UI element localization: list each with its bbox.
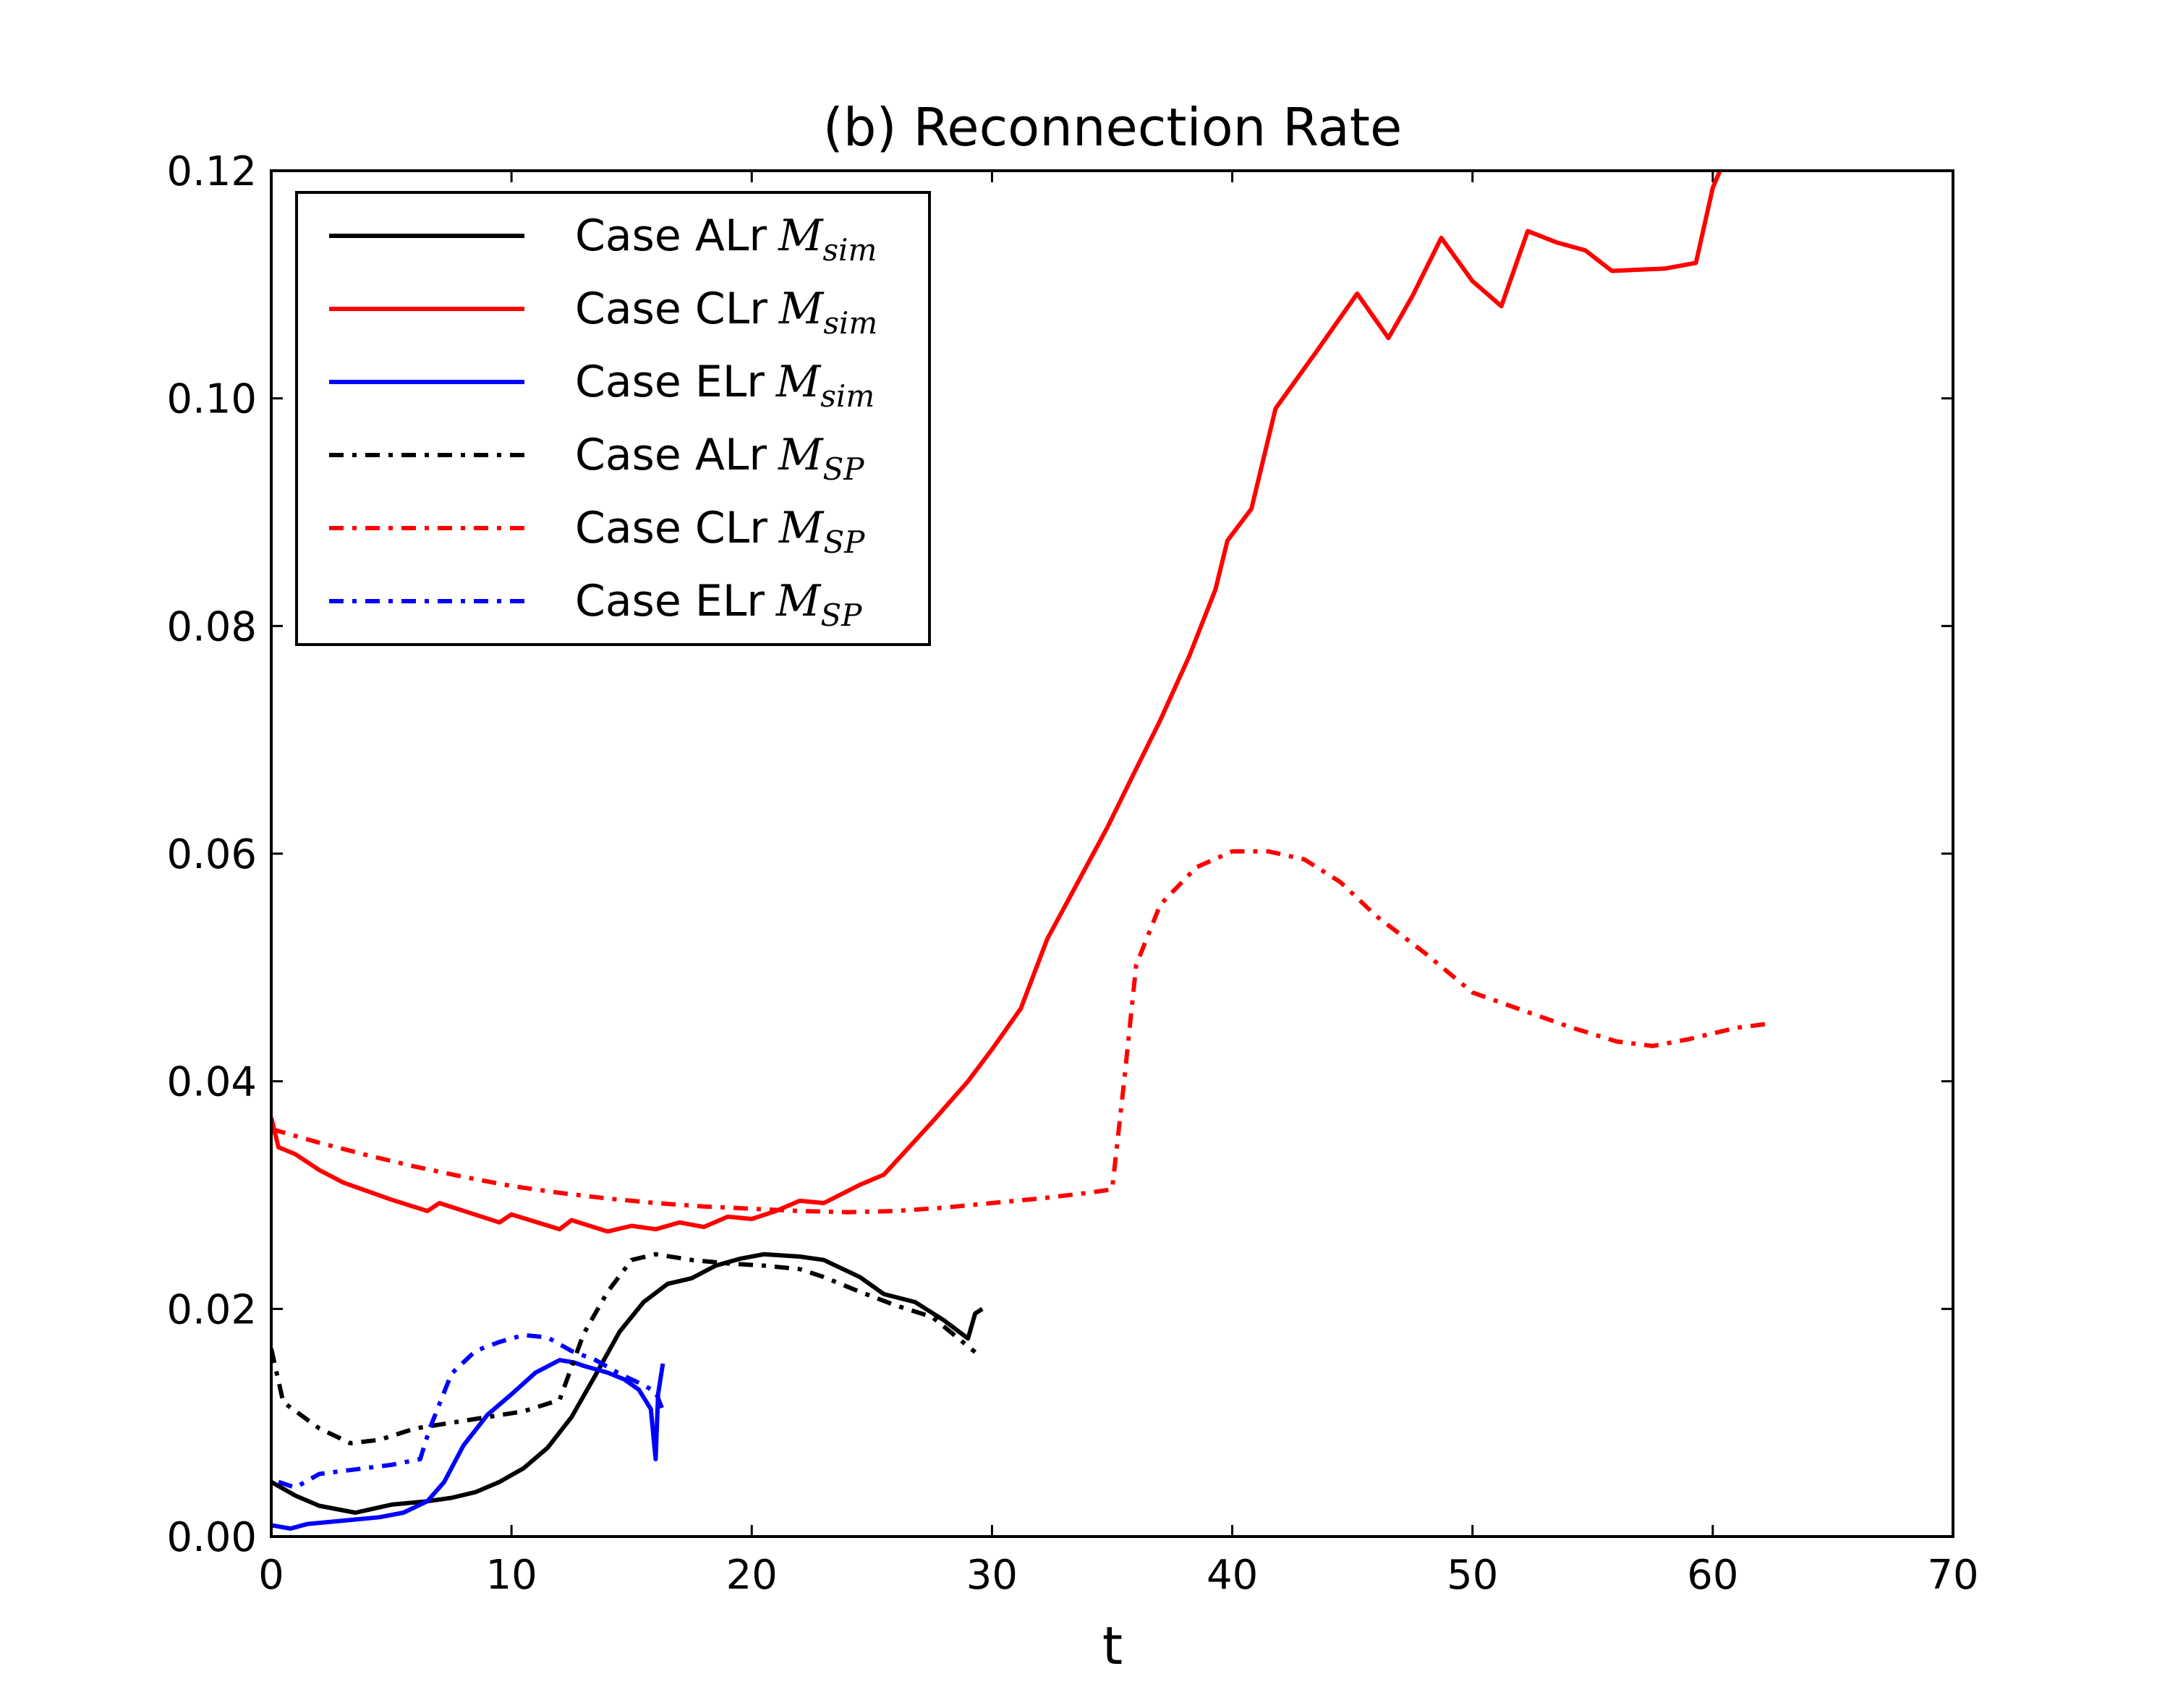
- x-tick-label: 10: [486, 1552, 537, 1599]
- series-line-4: [271, 1252, 977, 1445]
- series-line-2: [271, 171, 1723, 1234]
- legend-frame: [295, 191, 931, 646]
- y-tick-label: 0.08: [166, 603, 257, 650]
- y-tick-label: 0.12: [166, 148, 257, 195]
- x-tick-label: 0: [258, 1552, 284, 1599]
- x-tick-label: 60: [1687, 1552, 1738, 1599]
- series-line-5: [271, 849, 1774, 1215]
- series-line-6: [278, 1333, 665, 1490]
- y-tick-label: 0.02: [166, 1286, 257, 1333]
- legend-label-2: Case CLr Msim: [575, 284, 877, 341]
- x-tick-label: 30: [966, 1552, 1018, 1599]
- x-axis-title: t: [1102, 1615, 1123, 1676]
- legend-label-1: Case ALr Msim: [575, 211, 877, 268]
- y-tick-label: 0.00: [166, 1514, 257, 1561]
- plot-frame: [270, 169, 1954, 1538]
- x-tick-label: 70: [1927, 1552, 1978, 1599]
- legend-label-5: Case CLr MSP: [575, 503, 865, 560]
- legend-label-6: Case ELr MSP: [575, 576, 862, 633]
- x-tick-labels: 0 10 20 30 40 50 60 70: [258, 1552, 1978, 1599]
- series-layer: [271, 171, 1774, 1531]
- legend-label-4: Case ALr MSP: [575, 430, 864, 487]
- legend-label-3: Case ELr Msim: [575, 357, 875, 414]
- y-tick-label: 0.04: [166, 1059, 257, 1106]
- series-line-3: [271, 1358, 665, 1531]
- y-tick-labels: 0.00 0.02 0.04 0.06 0.08 0.10 0.12: [166, 148, 257, 1561]
- x-tick-label: 40: [1207, 1552, 1258, 1599]
- legend: Case ALr Msim Case CLr Msim Case ELr Msim Case…: [295, 191, 931, 646]
- x-tick-label: 20: [726, 1552, 778, 1599]
- chart-title: (b) Reconnection Rate: [823, 97, 1403, 158]
- series-line-1: [271, 1252, 984, 1515]
- y-tick-label: 0.06: [166, 831, 257, 878]
- y-tick-label: 0.10: [166, 376, 257, 423]
- x-tick-label: 50: [1447, 1552, 1498, 1599]
